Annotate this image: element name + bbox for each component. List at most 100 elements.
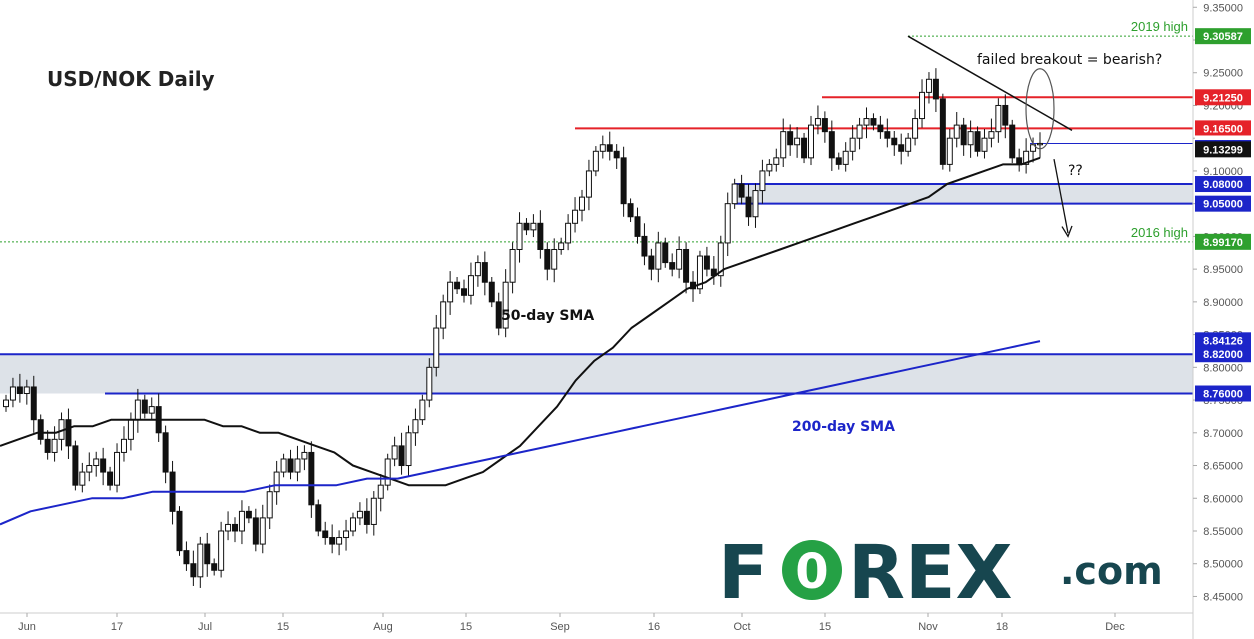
candle-body-down	[620, 157, 627, 205]
candle	[592, 146, 599, 177]
candle-body-down	[16, 386, 23, 395]
candle-body-up	[912, 118, 919, 139]
candle-body-up	[731, 183, 738, 205]
candle	[308, 441, 315, 518]
candle-body-up	[981, 137, 988, 152]
x-tick-label: Jul	[198, 621, 212, 633]
candle-body-down	[641, 235, 648, 257]
candle-body-up	[294, 458, 301, 473]
candle-body-up	[530, 222, 537, 231]
price-badge-bg	[1195, 195, 1251, 212]
price-badge: 8.99170	[1195, 233, 1251, 250]
price-badge-bg	[1195, 141, 1251, 158]
candle	[884, 118, 891, 148]
candle	[620, 146, 627, 217]
level-label: 2016 high	[1131, 225, 1188, 240]
candle	[287, 449, 294, 480]
candle	[745, 184, 752, 226]
price-badge-bg	[1195, 89, 1251, 106]
candle	[1037, 132, 1043, 158]
logo-letters-rex: REX	[848, 530, 1013, 616]
candle	[294, 445, 301, 482]
y-tick-label: 9.35000	[1203, 2, 1243, 14]
candle-body-up	[391, 445, 398, 460]
candle	[738, 174, 745, 205]
candle-body-down	[461, 288, 468, 296]
y-tick-label: 8.70000	[1203, 428, 1243, 440]
candle-body-down	[523, 222, 530, 231]
candle	[905, 132, 912, 157]
candle-body-down	[204, 543, 211, 565]
candle	[86, 452, 93, 482]
candle-body-up	[23, 386, 30, 395]
candle-body-up	[995, 104, 1002, 133]
chart-title: USD/NOK Daily	[47, 67, 215, 91]
candle-body-up	[807, 124, 814, 159]
candle-body-down	[322, 530, 329, 539]
candle	[523, 218, 530, 236]
candle-body-down	[308, 451, 315, 506]
candle	[211, 558, 218, 576]
price-badge: 9.05000	[1195, 195, 1251, 212]
candle	[9, 377, 16, 408]
x-tick-label: Jun	[18, 621, 36, 633]
candle-body-down	[72, 445, 79, 486]
candle-body-up	[114, 451, 121, 486]
candle-body-up	[724, 203, 731, 244]
candle-body-up	[51, 438, 58, 453]
candle-body-up	[225, 523, 232, 532]
candle	[447, 271, 454, 315]
candle-body-up	[814, 118, 821, 126]
candle-body-up	[266, 491, 273, 519]
candle-body-down	[960, 124, 967, 146]
logo-letter-f: F	[718, 530, 769, 616]
candle	[204, 532, 211, 577]
candle-body-down	[738, 183, 745, 198]
candle-body-up	[502, 281, 509, 329]
candle-body-down	[232, 523, 239, 532]
down-arrow-icon	[1053, 159, 1069, 234]
x-tick-label: Nov	[918, 621, 938, 633]
candle-body-down	[634, 216, 641, 237]
candle	[391, 436, 398, 467]
candle	[766, 159, 773, 177]
candle	[44, 430, 51, 460]
sma50-label: 50-day SMA	[501, 308, 594, 324]
candle-body-up	[676, 248, 683, 270]
candle	[197, 536, 204, 588]
forex-logo: F 0 REX .com	[718, 530, 1163, 616]
support-zone	[0, 354, 1193, 394]
price-badge-label: 8.82000	[1203, 349, 1243, 361]
candle	[953, 112, 960, 148]
candle	[613, 144, 620, 169]
price-badge: 9.30587	[1195, 28, 1251, 45]
candle	[93, 451, 100, 477]
candle	[218, 521, 225, 578]
candle	[530, 214, 537, 238]
candle	[141, 394, 148, 419]
candle-body-up	[370, 497, 377, 525]
candle	[266, 484, 273, 530]
candle	[384, 453, 391, 491]
candle-body-up	[863, 118, 870, 126]
annotation-question: ??	[1068, 163, 1083, 179]
candle-body-up	[842, 150, 849, 165]
candle	[981, 129, 988, 159]
price-badge-label: 8.84126	[1203, 335, 1243, 347]
candle	[245, 506, 252, 524]
sma200-label: 200-day SMA	[792, 419, 895, 435]
price-badge: 9.08000	[1195, 176, 1251, 193]
candle-body-down	[932, 78, 939, 100]
candle-body-down	[141, 399, 148, 414]
price-badge-bg	[1195, 120, 1251, 137]
candle-body-up	[558, 242, 565, 250]
candle-body-up	[356, 510, 363, 519]
candle	[322, 521, 329, 545]
candle	[176, 506, 183, 556]
x-tick-label: 17	[111, 621, 123, 633]
candle	[662, 237, 669, 268]
candle	[773, 148, 780, 172]
candle	[79, 462, 86, 493]
candle	[585, 159, 592, 211]
candle	[919, 79, 926, 128]
